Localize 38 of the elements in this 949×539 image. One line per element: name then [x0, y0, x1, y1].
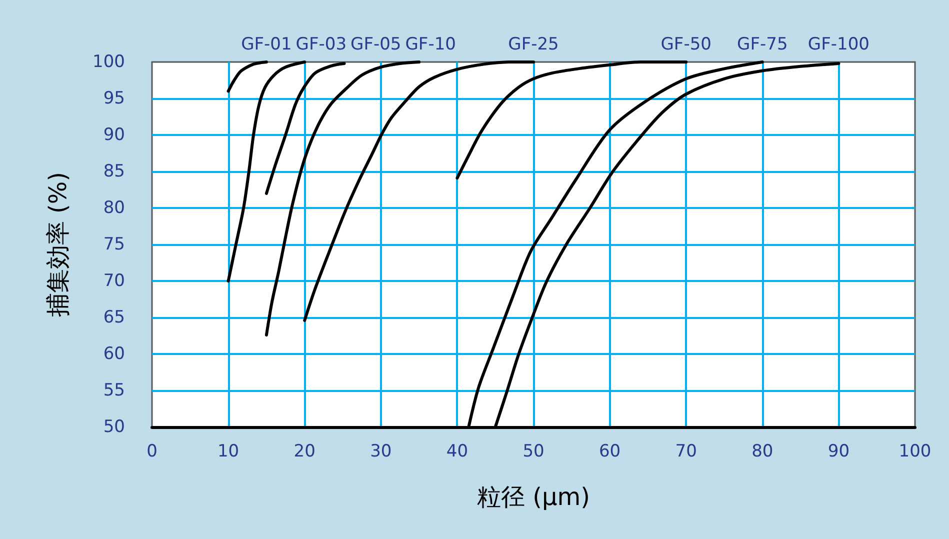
y-tick-label: 100	[92, 52, 125, 72]
y-tick-label: 75	[103, 234, 125, 254]
series-label: GF-01	[241, 34, 292, 54]
line-series	[264, 62, 346, 195]
y-tick-label: 50	[103, 417, 125, 437]
x-tick-label: 20	[294, 442, 316, 462]
x-tick-label: 40	[446, 442, 468, 462]
series-label: GF-10	[405, 34, 456, 54]
x-tick-label: 100	[898, 442, 932, 462]
line-series	[226, 60, 268, 93]
series-label: GF-50	[660, 34, 712, 54]
y-tick-label: 80	[103, 198, 125, 218]
y-tick-label: 85	[103, 162, 125, 182]
series-label: GF-25	[508, 34, 559, 54]
series-label: GF-03	[296, 34, 347, 54]
line-series	[264, 60, 421, 337]
y-tick-label: 70	[103, 271, 125, 291]
x-axis-title: 粒径 (μm)	[476, 483, 590, 511]
line-series	[303, 60, 535, 322]
y-tick-label: 65	[103, 308, 125, 328]
y-tick-label: 95	[103, 88, 125, 108]
x-tick-label: 50	[522, 442, 544, 462]
x-tick-label: 70	[675, 442, 697, 462]
x-tick-label: 10	[217, 442, 240, 462]
series-label: GF-05	[350, 34, 402, 54]
y-axis-title: 捕集効率 (%)	[44, 172, 72, 318]
y-tick-label: 90	[103, 125, 125, 145]
line-series	[456, 60, 688, 180]
x-tick-label: 60	[598, 442, 621, 462]
series-label: GF-75	[737, 34, 788, 54]
y-tick-label: 55	[103, 380, 125, 400]
x-tick-label: 30	[370, 442, 392, 462]
x-tick-label: 80	[752, 442, 774, 462]
y-tick-label: 60	[103, 344, 125, 364]
line-series	[226, 60, 306, 282]
x-tick-label: 90	[828, 442, 850, 462]
series-label: GF-100	[808, 34, 870, 54]
x-tick-label: 0	[146, 442, 158, 462]
